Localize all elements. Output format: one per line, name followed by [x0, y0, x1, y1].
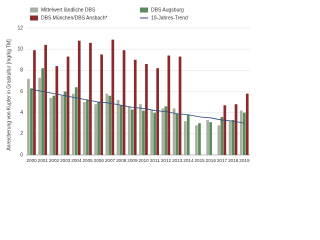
y-tick-label: 10	[17, 46, 23, 52]
legend-label: DBS München/DBS Ansbach*	[41, 15, 107, 21]
bar	[119, 105, 123, 155]
x-tick-label: 2000	[26, 158, 37, 163]
x-tick-label: 2004	[71, 158, 82, 163]
x-tick-label: 2008	[116, 158, 127, 163]
legend-swatch	[140, 7, 148, 13]
x-tick-label: 2010	[138, 158, 149, 163]
bar	[175, 113, 179, 155]
x-tick-label: 2016	[206, 158, 217, 163]
legend-label: Mittelwert ländliche DBS	[41, 7, 96, 13]
bar	[220, 116, 224, 155]
x-tick-label: 2001	[38, 158, 49, 163]
bar	[183, 121, 187, 155]
legend-label: DBS Augsburg	[151, 7, 184, 13]
bar	[186, 114, 190, 155]
bar	[153, 112, 156, 155]
bar	[60, 95, 64, 155]
x-tick-label: 2005	[82, 158, 93, 163]
y-tick-label: 0	[20, 152, 23, 158]
bar	[156, 68, 159, 155]
bar	[105, 93, 109, 155]
x-tick-label: 2015	[194, 158, 205, 163]
bar	[150, 110, 154, 155]
bar	[116, 99, 120, 155]
bar	[89, 42, 92, 155]
y-tick-label: 4	[20, 110, 23, 116]
bar	[231, 120, 235, 155]
bar	[94, 104, 98, 155]
bar	[122, 50, 126, 155]
x-tick-label: 2003	[60, 158, 71, 163]
bar	[63, 91, 67, 155]
bar	[49, 97, 53, 155]
bar	[66, 56, 70, 156]
bar	[209, 122, 212, 155]
x-tick-label: 2012	[161, 158, 172, 163]
x-tick-label: 2017	[217, 158, 228, 163]
bar	[228, 121, 232, 155]
page: {"chart_data": {"type": "bar", "y_label"…	[6, 7, 250, 164]
x-tick-label: 2009	[127, 158, 138, 163]
x-tick-label: 2014	[183, 158, 194, 163]
bar	[223, 105, 227, 155]
bar	[44, 44, 47, 155]
bar	[83, 102, 86, 155]
bar	[27, 78, 30, 155]
bar	[139, 104, 142, 155]
x-tick-label: 2006	[94, 158, 105, 163]
bar	[145, 63, 148, 155]
bar	[242, 112, 246, 155]
bar	[86, 99, 89, 155]
bar	[206, 120, 210, 155]
bar	[77, 40, 81, 156]
bar	[97, 102, 100, 155]
x-tick-label: 2018	[228, 158, 239, 163]
bar	[234, 104, 238, 155]
bar	[239, 110, 243, 155]
y-tick-label: 8	[20, 68, 23, 74]
legend-swatch	[30, 15, 38, 21]
trend-line	[31, 88, 245, 124]
x-tick-label: 2019	[239, 158, 250, 163]
bar	[245, 93, 249, 155]
x-tick-label: 2011	[150, 158, 160, 163]
x-tick-label: 2002	[49, 158, 60, 163]
bar	[195, 125, 198, 155]
bar	[55, 66, 59, 155]
bar	[127, 106, 131, 155]
bar	[178, 56, 182, 156]
y-tick-label: 12	[17, 25, 23, 31]
bar	[52, 95, 56, 155]
bar	[33, 50, 36, 155]
bar	[217, 125, 221, 155]
bar	[142, 110, 145, 155]
chart: Anreicherung von Kupfer in Graskultur [m…	[6, 7, 250, 163]
y-tick-label: 6	[20, 89, 23, 95]
y-axis-label: Anreicherung von Kupfer in Graskultur [m…	[6, 39, 12, 151]
bar	[198, 123, 201, 155]
bar	[74, 87, 78, 155]
bar	[111, 39, 115, 156]
x-tick-label: 2007	[105, 158, 116, 163]
bar	[71, 93, 75, 155]
bar	[38, 77, 42, 155]
bar	[167, 55, 171, 156]
y-tick-label: 2	[20, 131, 23, 137]
legend-swatch	[30, 7, 38, 13]
bar	[130, 109, 134, 155]
bar	[161, 108, 165, 155]
bar	[30, 88, 33, 155]
x-tick-label: 2013	[172, 158, 183, 163]
legend-label: 10-Jahres-Trend	[151, 15, 188, 21]
bar	[172, 108, 176, 155]
bar	[41, 68, 44, 155]
bar	[108, 95, 112, 155]
bar	[100, 54, 103, 156]
bar	[164, 106, 168, 155]
